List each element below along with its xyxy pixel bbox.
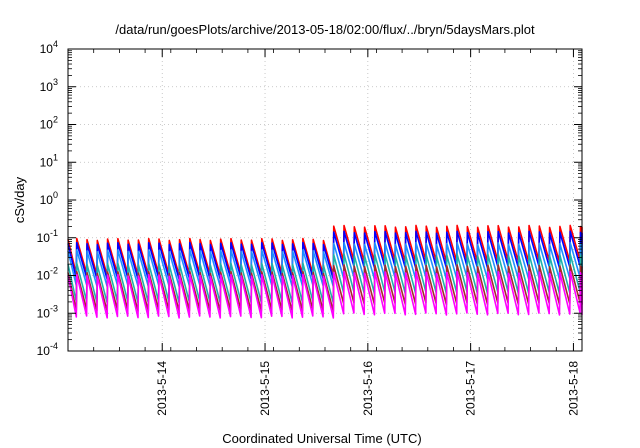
y-tick-label: 101 [40, 152, 58, 169]
ticks [67, 48, 583, 352]
y-tick-label: 100 [40, 190, 58, 207]
y-tick-label: 104 [40, 39, 58, 56]
y-tick-labels: 104 103 102 101 100 10-1 10-2 10-3 10-4 [37, 39, 58, 358]
x-axis-label: Coordinated Universal Time (UTC) [222, 431, 421, 446]
x-tick-label: 2013-5-14 [155, 361, 169, 416]
series-line [67, 270, 583, 319]
y-tick-label: 10-1 [37, 228, 58, 245]
y-tick-label: 102 [40, 115, 58, 132]
series-layer [67, 224, 583, 319]
y-tick-label: 10-3 [37, 303, 58, 320]
x-tick-label: 2013-5-18 [566, 361, 580, 416]
y-tick-label: 10-2 [37, 266, 58, 283]
x-tick-labels: 2013-5-14 2013-5-15 2013-5-16 2013-5-17 2013… [155, 361, 580, 416]
y-axis-label: cSv/day [12, 176, 27, 223]
chart-title: /data/run/goesPlots/archive/2013-05-18/0… [115, 22, 535, 37]
x-tick-label: 2013-5-15 [258, 361, 272, 416]
x-tick-label: 2013-5-16 [361, 361, 375, 416]
y-tick-label: 103 [40, 77, 58, 94]
y-tick-label: 10-4 [37, 341, 58, 358]
x-tick-label: 2013-5-17 [464, 361, 478, 416]
